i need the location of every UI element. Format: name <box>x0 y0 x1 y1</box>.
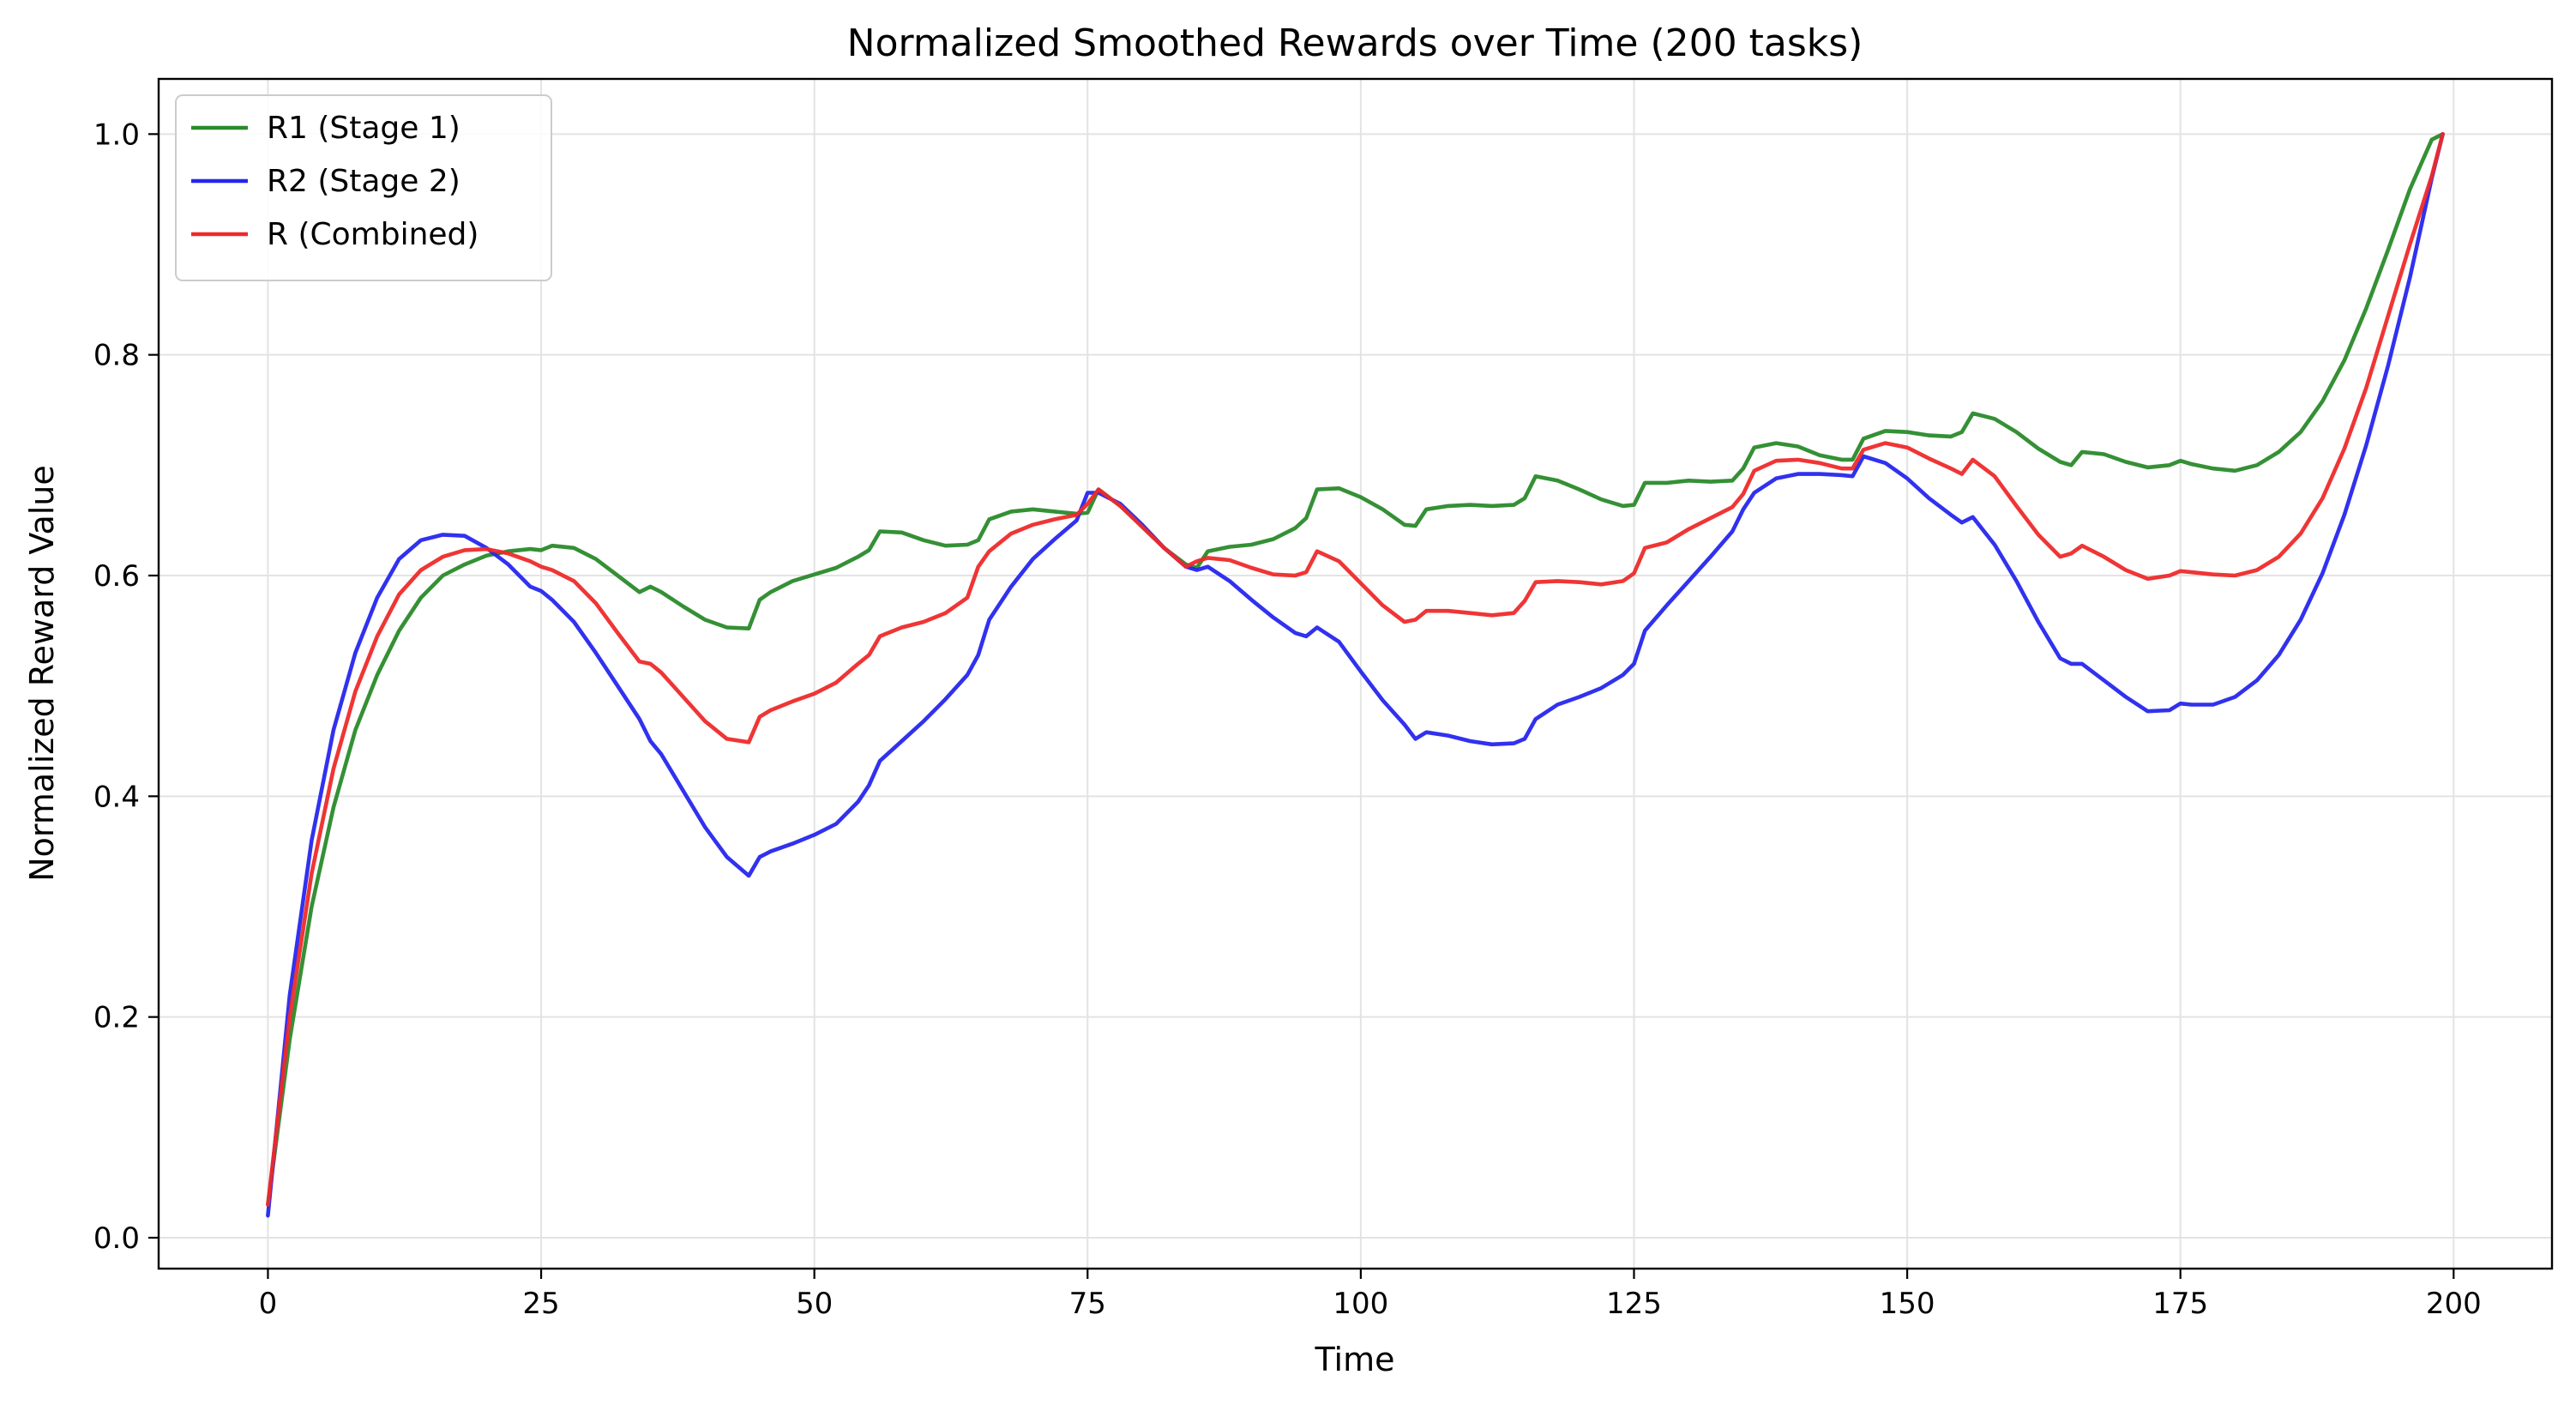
legend-label: R2 (Stage 2) <box>267 164 460 199</box>
y-tick-label: 0.4 <box>93 780 140 814</box>
series-line-3 <box>266 132 2445 1207</box>
chart-title: Normalized Smoothed Rewards over Time (2… <box>847 21 1863 65</box>
x-tick-label: 25 <box>522 1287 559 1321</box>
series-line-2 <box>266 132 2445 1218</box>
series-line-1 <box>266 132 2445 1207</box>
x-tick-label: 150 <box>1880 1287 1935 1321</box>
legend-label: R1 (Stage 1) <box>267 111 460 146</box>
y-tick-label: 1.0 <box>93 118 140 152</box>
x-tick-label: 200 <box>2426 1287 2482 1321</box>
y-axis-label: Normalized Reward Value <box>23 465 61 882</box>
y-tick-label: 0.8 <box>93 339 140 373</box>
plot-frame <box>157 77 2554 1270</box>
y-axis: 0.0 0.2 0.4 0.6 0.8 1.0 <box>93 118 159 1256</box>
legend-label: R (Combined) <box>267 217 478 252</box>
x-tick-label: 75 <box>1069 1287 1106 1321</box>
x-tick-label: 175 <box>2152 1287 2208 1321</box>
x-tick-label: 50 <box>796 1287 833 1321</box>
legend-box <box>175 94 552 281</box>
x-axis: 0 25 50 75 100 125 150 175 200 <box>259 1269 2482 1321</box>
x-tick-label: 0 <box>259 1287 278 1321</box>
x-tick-label: 100 <box>1333 1287 1388 1321</box>
y-tick-label: 0.6 <box>93 559 140 594</box>
grid <box>159 79 2552 1269</box>
x-tick-label: 125 <box>1606 1287 1662 1321</box>
y-tick-label: 0.0 <box>93 1221 140 1256</box>
y-tick-label: 0.2 <box>93 1001 140 1035</box>
legend: R1 (Stage 1) R2 (Stage 2) R (Combined) <box>175 94 552 281</box>
series-layer <box>266 132 2445 1218</box>
x-axis-label: Time <box>1315 1341 1395 1378</box>
